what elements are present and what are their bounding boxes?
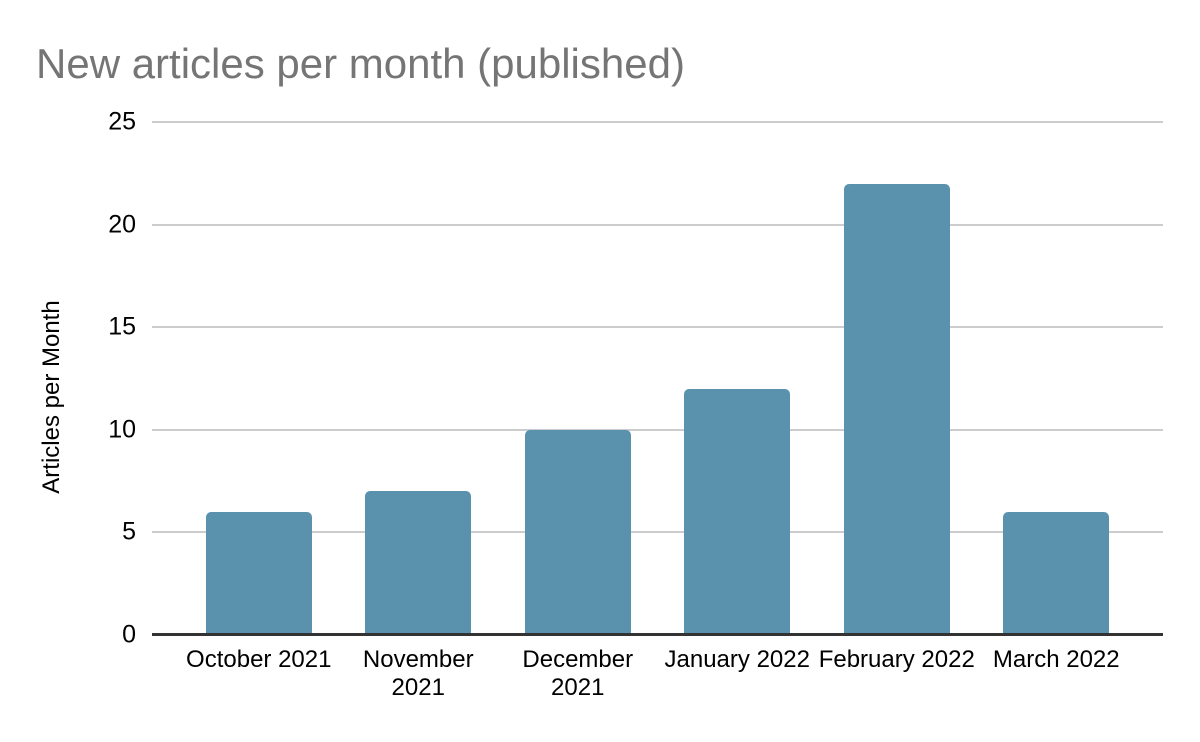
y-axis-title: Articles per Month <box>38 300 65 494</box>
bar-band <box>977 122 1137 635</box>
bar-march-2022 <box>1003 511 1110 635</box>
x-axis-tick-label: December 2021 <box>522 646 634 701</box>
x-axis-labels: October 2021 November 2021 December 2021 Ja… <box>179 646 1136 702</box>
bars-region <box>179 122 1136 635</box>
gridline <box>152 428 1163 431</box>
gridline <box>152 121 1163 123</box>
gridline <box>152 223 1163 226</box>
y-axis-tick-label: 15 <box>108 312 136 341</box>
x-axis-tick-label: November 2021 <box>362 646 474 701</box>
y-axis-tick-label: 0 <box>122 620 136 649</box>
bar-band <box>817 122 977 635</box>
bar-october-2021 <box>205 511 312 635</box>
y-axis-tick-label: 20 <box>108 210 136 239</box>
chart-title: New articles per month (published) <box>36 40 685 87</box>
bar-band <box>498 122 658 635</box>
x-axis-tick-label: January 2022 <box>664 646 810 673</box>
y-axis-tick-label: 25 <box>108 107 136 136</box>
x-axis-tick-label: October 2021 <box>186 646 332 673</box>
bar-band <box>179 122 339 635</box>
bar-january-2022 <box>684 388 791 635</box>
bar-december-2021 <box>524 429 631 635</box>
x-axis-tick-label: March 2022 <box>992 646 1120 673</box>
gridline <box>152 326 1163 329</box>
y-axis-tick-label: 5 <box>122 517 136 546</box>
x-axis-line <box>152 633 1163 636</box>
plot-area: 0 5 10 15 20 25 <box>108 108 1163 649</box>
bar-band <box>658 122 818 635</box>
y-axis-tick-label: 10 <box>108 415 136 444</box>
gridline <box>152 531 1163 534</box>
x-axis-tick-label: February 2022 <box>818 646 975 673</box>
bar-november-2021 <box>365 491 472 635</box>
bar-february-2022 <box>843 183 950 635</box>
bar-band <box>339 122 499 635</box>
